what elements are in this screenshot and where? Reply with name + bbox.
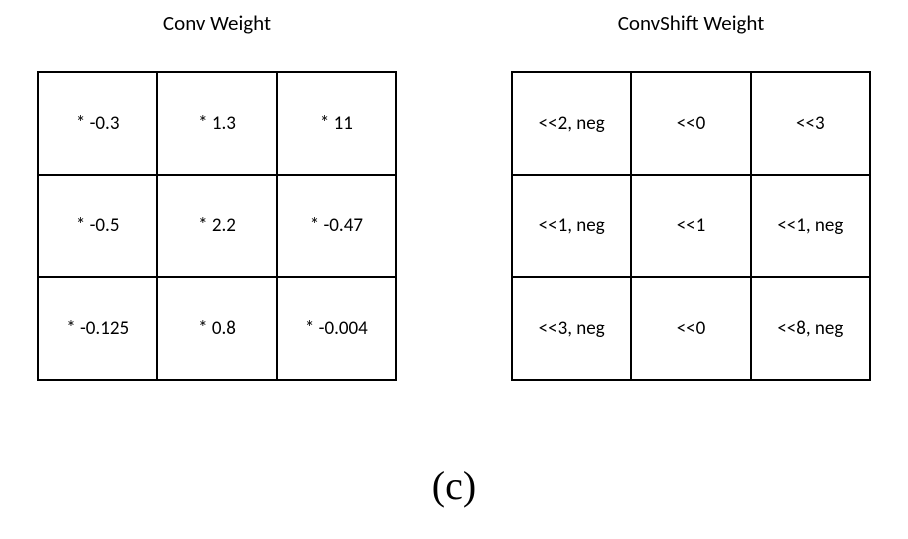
comparison-container: Conv Weight * -0.3 * 1.3 * 11 * -0.5 * 2… [0,0,908,381]
grid-cell: <<1, neg [512,175,631,278]
right-panel: ConvShift Weight <<2, neg <<0 <<3 <<1, n… [504,10,878,381]
grid-cell: <<2, neg [512,72,631,175]
grid-cell: <<0 [631,72,750,175]
figure-caption: (c) [432,462,476,509]
grid-cell: * 11 [277,72,396,175]
conv-weight-grid: * -0.3 * 1.3 * 11 * -0.5 * 2.2 * -0.47 *… [37,71,397,381]
grid-cell: <<1 [631,175,750,278]
grid-cell: * -0.5 [38,175,157,278]
grid-cell: <<3, neg [512,277,631,380]
grid-cell: * -0.3 [38,72,157,175]
right-panel-title: ConvShift Weight [618,10,765,36]
left-panel: Conv Weight * -0.3 * 1.3 * 11 * -0.5 * 2… [30,10,404,381]
grid-cell: * -0.125 [38,277,157,380]
grid-cell: * 0.8 [157,277,276,380]
grid-cell: <<8, neg [751,277,870,380]
grid-cell: <<1, neg [751,175,870,278]
left-panel-title: Conv Weight [163,10,271,36]
convshift-weight-grid: <<2, neg <<0 <<3 <<1, neg <<1 <<1, neg <… [511,71,871,381]
grid-cell: <<3 [751,72,870,175]
grid-cell: * 1.3 [157,72,276,175]
grid-cell: * -0.004 [277,277,396,380]
grid-cell: * 2.2 [157,175,276,278]
grid-cell: * -0.47 [277,175,396,278]
grid-cell: <<0 [631,277,750,380]
